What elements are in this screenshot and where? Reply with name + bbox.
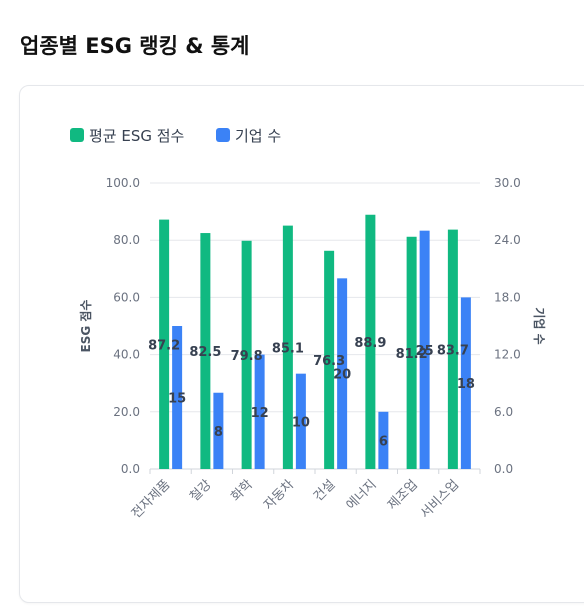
- data-label-company-count: 25: [416, 344, 434, 359]
- data-label-company-count: 18: [457, 377, 475, 392]
- data-label-company-count: 6: [379, 434, 388, 449]
- y-tick-label: 20.0: [113, 405, 140, 419]
- bar-esg-score: [324, 250, 335, 469]
- bar-company-count: [460, 297, 471, 469]
- bar-esg-score: [282, 225, 293, 469]
- y2-tick-label: 30.0: [494, 176, 521, 190]
- legend-swatch-esg-score: [70, 128, 84, 142]
- bar-esg-score: [406, 236, 417, 469]
- bar-company-count: [337, 278, 348, 469]
- y-tick-label: 80.0: [113, 233, 140, 247]
- x-tick-label: 화학: [228, 477, 256, 505]
- y-tick-label: 100.0: [106, 176, 140, 190]
- bar-esg-score: [159, 219, 170, 469]
- data-label-company-count: 12: [251, 406, 269, 421]
- bar-esg-score: [447, 229, 458, 469]
- y2-tick-label: 6.0: [494, 405, 513, 419]
- data-label-company-count: 15: [168, 392, 186, 407]
- page-title: 업종별 ESG 랭킹 & 통계: [20, 34, 250, 58]
- y-tick-label: 60.0: [113, 290, 140, 304]
- y2-tick-label: 18.0: [494, 290, 521, 304]
- bar-company-count: [378, 411, 389, 469]
- legend-swatch-company-count: [216, 128, 230, 142]
- data-label-esg-score: 82.5: [189, 345, 221, 360]
- y-tick-label: 0.0: [121, 462, 140, 476]
- y-tick-label: 40.0: [113, 348, 140, 362]
- bar-esg-score: [241, 240, 252, 469]
- x-tick-label: 서비스업: [418, 477, 462, 521]
- legend-label-esg-score: 평균 ESG 점수: [89, 127, 184, 145]
- chart-card: 평균 ESG 점수 기업 수 0.0 0.0 20.0 6.0 40.0 12.0 60.0 18…: [19, 85, 584, 603]
- bar-esg-score: [365, 214, 376, 469]
- data-label-esg-score: 83.7: [437, 343, 469, 358]
- x-tick-label: 에너지: [344, 477, 380, 513]
- data-label-company-count: 10: [292, 415, 310, 430]
- bar-company-count: [419, 230, 430, 469]
- x-tick-label: 자동차: [261, 477, 297, 513]
- y2-tick-label: 0.0: [494, 462, 513, 476]
- data-label-company-count: 8: [214, 425, 223, 440]
- data-label-esg-score: 81.2: [396, 347, 428, 362]
- data-label-esg-score: 85.1: [272, 341, 304, 356]
- x-tick-label: 전자제품: [129, 477, 173, 521]
- y2-axis-title: 기업 수: [532, 307, 547, 344]
- bar-company-count: [295, 373, 306, 469]
- y2-tick-label: 24.0: [494, 233, 521, 247]
- data-label-esg-score: 87.2: [148, 338, 180, 353]
- y2-tick-label: 12.0: [494, 348, 521, 362]
- y-axis-title: ESG 점수: [78, 300, 93, 353]
- x-tick-label: 철강: [187, 477, 215, 505]
- bar-company-count: [213, 392, 224, 469]
- x-tick-label: 건설: [311, 477, 339, 505]
- data-label-esg-score: 76.3: [313, 354, 345, 369]
- x-tick-label: 제조업: [385, 477, 421, 513]
- data-label-company-count: 20: [333, 368, 351, 383]
- data-label-esg-score: 79.8: [231, 349, 263, 364]
- bar-esg-score: [200, 233, 211, 469]
- legend-label-company-count: 기업 수: [235, 127, 281, 145]
- esg-industry-chart: 평균 ESG 점수 기업 수0.0 0.020.0 6.040.0 12.060.0 18…: [70, 127, 547, 522]
- data-label-esg-score: 88.9: [354, 336, 386, 351]
- bar-company-count: [172, 326, 183, 469]
- bar-company-count: [254, 354, 265, 469]
